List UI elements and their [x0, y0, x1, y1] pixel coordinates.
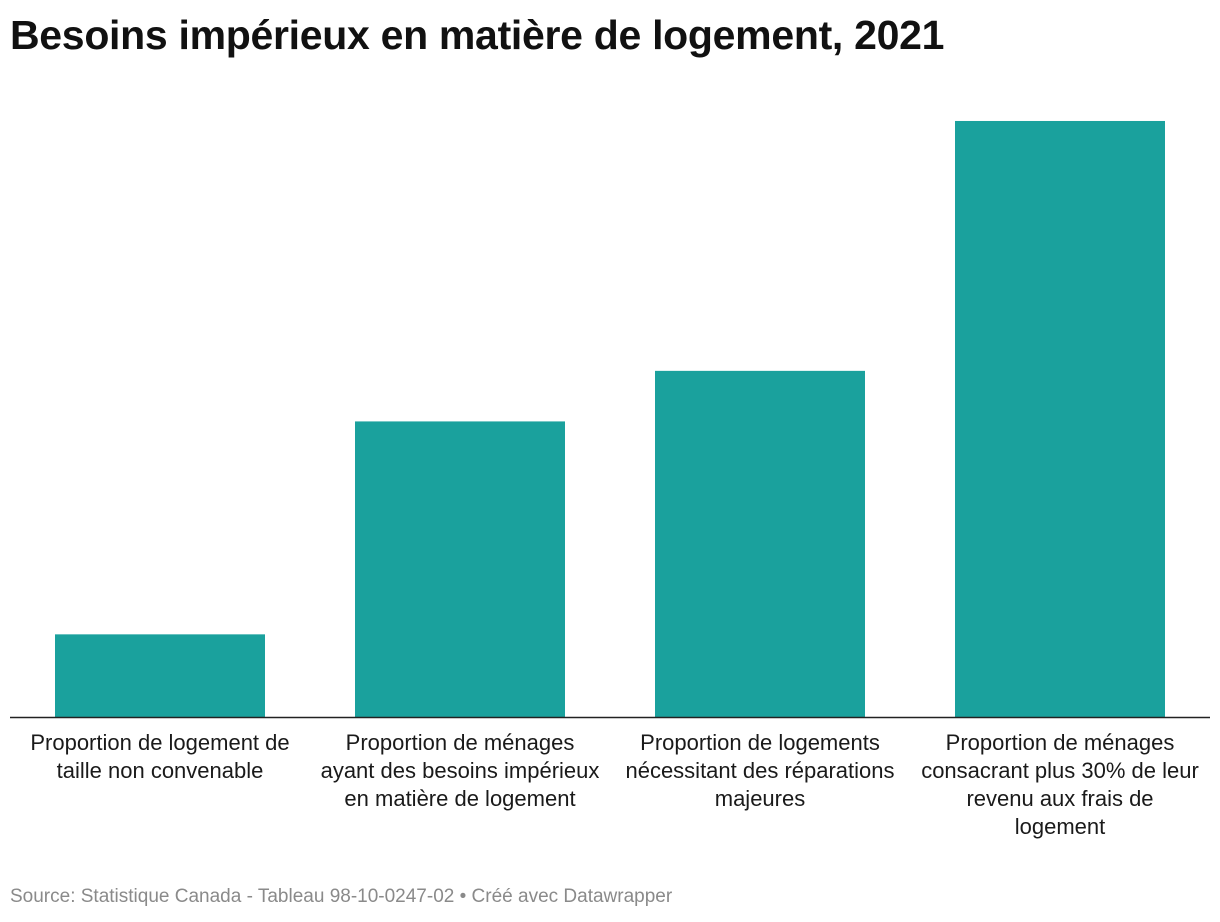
category-label-2: Proportion de ménages ayant des besoins …	[320, 730, 600, 811]
source-footer: Source: Statistique Canada - Tableau 98-…	[10, 886, 673, 907]
bar-4	[955, 120, 1165, 717]
category-label-1: Proportion de logement de taille non con…	[30, 730, 290, 783]
category-label-4: Proportion de ménages consacrant plus 30…	[921, 730, 1199, 839]
category-label-3: Proportion de logements nécessitant des …	[625, 730, 895, 811]
chart-title: Besoins impérieux en matière de logement…	[10, 12, 945, 58]
bar-1	[55, 634, 265, 717]
bar-3	[655, 370, 865, 717]
bar-2	[355, 421, 565, 717]
